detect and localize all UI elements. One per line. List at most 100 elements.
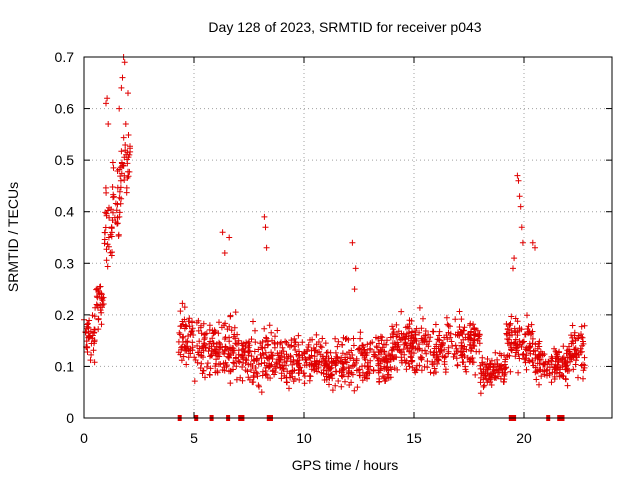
data-point [573,354,580,361]
data-point [313,357,320,364]
data-point [435,336,442,343]
data-point [295,332,302,339]
data-point [183,323,190,330]
data-point [216,319,222,326]
data-point [310,345,317,352]
data-point [514,318,521,325]
data-point [263,371,270,378]
data-point [406,321,413,328]
data-point [406,348,413,355]
data-point [416,304,423,311]
data-point [313,331,320,338]
data-point [108,252,115,259]
data-point [516,193,523,200]
data-point [342,354,349,361]
data-point [189,347,196,354]
data-point [103,246,110,253]
data-point [525,357,532,364]
y-tick-label: 0.7 [55,49,75,65]
data-point [179,343,186,350]
data-point [227,368,234,375]
data-point [562,358,569,365]
data-point [357,329,364,336]
data-point [518,343,525,350]
data-point [121,177,128,183]
data-point [572,361,579,368]
data-point [197,365,204,371]
data-point [300,370,307,377]
data-point [189,339,196,346]
chart-title: Day 128 of 2023, SRMTID for receiver p04… [208,19,481,35]
data-point [378,351,384,358]
data-point [376,379,383,385]
x-tick-label: 5 [190,430,198,446]
data-point [417,354,424,360]
data-point [459,351,466,358]
data-point [442,366,449,373]
data-point [431,365,438,372]
data-point [355,367,362,374]
data-point [389,330,396,337]
data-point [198,352,205,359]
data-point [311,353,318,360]
data-point [548,379,555,386]
data-point [511,255,518,262]
data-point [488,357,495,364]
x-tick-label: 0 [80,430,88,446]
data-point [254,356,261,362]
data-point [217,361,224,368]
data-point [329,387,336,394]
x-tick-label: 20 [516,430,532,446]
data-point [512,339,519,346]
data-point [454,331,461,338]
data-point [121,154,128,161]
data-point [235,358,242,364]
data-point [332,335,339,342]
data-point [422,347,428,354]
data-point [326,374,333,381]
data-point [273,365,280,372]
data-point [183,361,190,368]
data-point [274,360,281,367]
data-point [475,333,482,340]
data-point [204,363,210,370]
data-point [204,360,211,367]
tick-layer: 0 0.1 0.2 0.3 0.4 0.5 0.6 0.7 0 5 10 15 20 [55,49,612,446]
data-point [323,349,330,356]
data-point [116,188,123,195]
data-point [367,346,374,353]
data-point [216,346,223,352]
data-point [549,369,556,376]
data-point [280,366,287,373]
data-point [384,371,391,378]
data-point [572,345,579,352]
data-point [511,328,518,335]
data-point [299,354,306,361]
data-point [282,338,289,345]
data-point [106,204,112,211]
data-point [524,312,530,319]
data-point [413,325,420,332]
data-point [525,323,532,330]
data-point [351,387,358,394]
data-point [412,369,419,376]
data-point [245,344,252,351]
y-tick-label: 0.4 [55,204,75,220]
data-point [302,356,309,363]
data-point [91,337,98,344]
data-point [109,159,116,166]
data-point [263,244,270,251]
data-point [441,346,448,353]
x-tick-label: 10 [296,430,312,446]
data-point [357,335,364,342]
data-point [394,331,401,338]
data-point [304,348,311,355]
data-point [113,207,120,214]
data-point [189,318,195,325]
data-point [191,378,198,385]
data-point [265,341,272,348]
data-point [291,335,298,342]
data-point [484,361,490,368]
data-point [95,287,102,294]
data-point [221,250,228,256]
